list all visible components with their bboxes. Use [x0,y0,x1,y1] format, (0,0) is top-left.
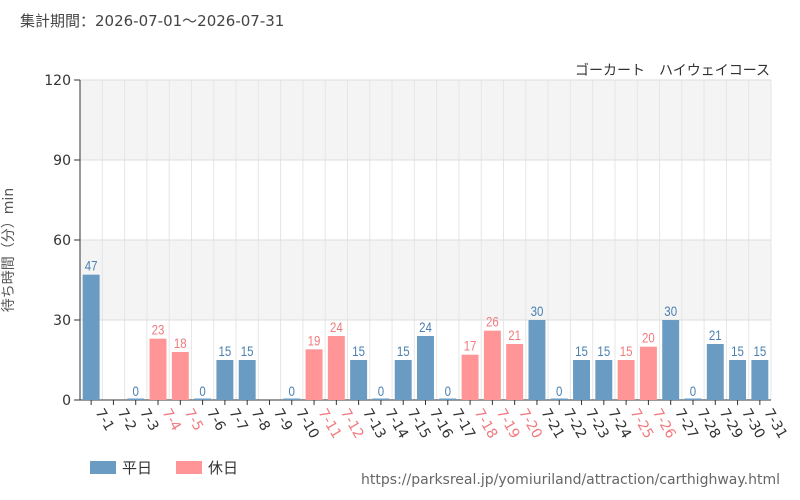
bar-value-label: 20 [642,330,655,346]
bar [350,360,368,400]
bar-value-label: 15 [731,343,744,359]
bar-value-label: 15 [397,343,410,359]
x-tick-label: 7-4 [159,406,184,434]
bar [550,398,568,400]
bar-value-label: 15 [219,343,232,359]
bar-value-label: 24 [419,319,432,335]
bar [461,354,479,400]
bar [149,338,167,400]
x-tick-label: 7-1 [92,406,117,434]
y-tick-label: 90 [53,153,71,169]
grid-band [80,80,771,160]
period-label: 集計期間：2026-07-01～2026-07-31 [20,12,285,30]
bar [417,336,434,400]
bar-value-label: 0 [133,383,139,399]
y-tick-label: 60 [53,233,71,249]
x-tick-label: 7-31 [760,406,790,442]
bar [194,398,212,400]
y-tick-label: 0 [62,393,71,409]
bar-value-label: 0 [378,383,384,399]
legend-label-weekday: 平日 [122,459,153,477]
bar-value-label: 26 [486,314,499,330]
x-tick-label: 7-2 [114,406,139,434]
bar [439,398,457,400]
legend: 平日 休日 [90,457,238,478]
bar [662,320,680,400]
bar-value-label: 30 [664,303,677,319]
bar [573,360,591,400]
legend-label-holiday: 休日 [208,459,239,477]
x-tick-label: 7-8 [248,406,273,434]
legend-item-holiday: 休日 [176,457,238,478]
bar [483,330,501,400]
weekday-swatch [90,461,116,474]
bar-value-label: 15 [241,343,254,359]
bar [528,320,546,400]
bar-value-label: 23 [152,322,165,338]
bar [639,346,657,400]
bar [684,398,702,400]
bar-value-label: 47 [85,258,98,274]
bar [617,360,635,400]
x-tick-label: 7-9 [270,406,295,434]
x-tick-label: 7-3 [136,406,161,434]
bar [216,360,234,400]
source-url[interactable]: https://parksreal.jp/yomiuriland/attract… [361,472,780,488]
bar-value-label: 0 [556,383,562,399]
bar-value-label: 15 [597,343,610,359]
bar [238,360,256,400]
bar [394,360,412,400]
bar [283,398,301,400]
x-tick-label: 7-6 [203,406,228,434]
bar-value-label: 15 [753,343,766,359]
grid-band [80,240,771,320]
y-tick-label: 120 [44,73,71,89]
bar-value-label: 24 [330,319,343,335]
bar [372,398,390,400]
bar [171,352,189,400]
bar [305,349,323,400]
bar [127,398,145,400]
y-tick-label: 30 [53,313,71,329]
chart-title: ゴーカート ハイウェイコース [574,63,770,79]
bar-value-label: 0 [445,383,451,399]
bar-value-label: 17 [464,338,477,354]
x-tick-label: 7-7 [225,406,250,434]
bar-value-label: 0 [199,383,205,399]
bar [595,360,613,400]
bar-value-label: 30 [531,303,544,319]
bar [706,344,724,400]
legend-item-weekday: 平日 [90,457,152,478]
bar-value-label: 18 [174,335,187,351]
bar-value-label: 15 [352,343,365,359]
x-tick-label: 7-5 [181,406,206,434]
bar-value-label: 15 [620,343,633,359]
holiday-swatch [176,461,203,474]
bar [327,336,345,400]
bar-value-label: 15 [575,343,588,359]
bar-value-label: 0 [289,383,295,399]
bar [751,360,769,400]
bar-value-label: 19 [308,332,321,348]
bar-value-label: 0 [690,383,696,399]
bar [729,360,747,400]
bar-value-label: 21 [508,327,521,343]
bar [506,344,524,400]
bar [82,274,100,400]
bar-value-label: 21 [709,327,722,343]
